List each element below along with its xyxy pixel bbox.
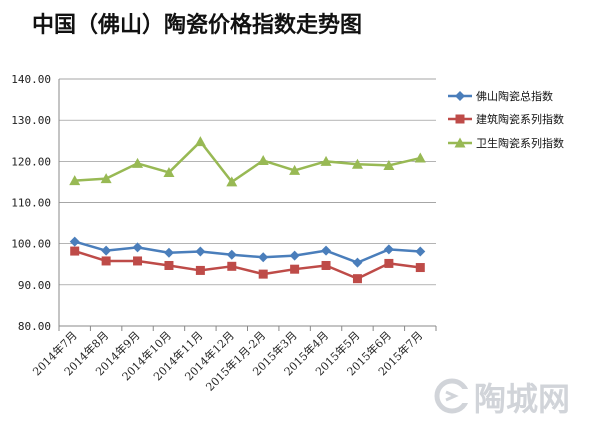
data-point xyxy=(70,246,80,256)
data-point xyxy=(194,136,206,147)
data-point xyxy=(321,245,332,256)
legend-label: 佛山陶瓷总指数 xyxy=(476,89,553,103)
data-point xyxy=(289,164,301,175)
data-point xyxy=(351,158,363,169)
data-point xyxy=(258,252,269,263)
data-point xyxy=(226,176,238,187)
data-point xyxy=(383,244,394,255)
data-point xyxy=(164,260,174,270)
series-1 xyxy=(69,236,426,268)
chart-title: 中国（佛山）陶瓷价格指数走势图 xyxy=(32,12,362,38)
data-point xyxy=(455,114,465,124)
data-point xyxy=(163,247,174,258)
x-tick-labels: 2014年7月2014年8月2014年9月2014年10月2014年11月201… xyxy=(30,328,426,394)
legend-item: 建筑陶瓷系列指数 xyxy=(448,112,564,126)
y-tick-label: 100.00 xyxy=(11,238,51,251)
series-line xyxy=(74,140,421,184)
data-point xyxy=(455,91,465,101)
axes xyxy=(58,79,437,331)
data-point xyxy=(69,236,80,247)
gridlines xyxy=(59,78,436,286)
watermark-text: 陶城网 xyxy=(474,380,570,418)
series-lines xyxy=(69,136,426,284)
y-tick-label: 120.00 xyxy=(11,155,51,168)
data-point xyxy=(195,265,205,275)
data-point xyxy=(321,260,331,270)
data-point xyxy=(352,257,363,268)
data-point xyxy=(227,261,237,271)
data-point xyxy=(383,159,395,170)
watermark: 陶城网 xyxy=(434,378,570,418)
legend-item: 卫生陶瓷系列指数 xyxy=(448,136,564,150)
y-tick-label: 90.00 xyxy=(18,279,51,292)
y-tick-label: 130.00 xyxy=(11,114,51,127)
data-point xyxy=(133,256,143,266)
data-point xyxy=(132,157,144,168)
data-point xyxy=(101,256,111,266)
series-line xyxy=(74,240,421,264)
series-3 xyxy=(69,136,426,187)
data-point xyxy=(352,274,362,284)
watermark-logo-icon xyxy=(434,378,470,414)
legend-label: 卫生陶瓷系列指数 xyxy=(476,136,564,150)
data-point xyxy=(132,242,143,253)
data-point xyxy=(258,269,268,279)
data-point xyxy=(195,246,206,257)
data-point xyxy=(415,246,426,257)
data-point xyxy=(101,245,112,256)
data-point xyxy=(415,263,425,273)
legend-item: 佛山陶瓷总指数 xyxy=(448,89,553,103)
series-line xyxy=(74,249,421,280)
data-point xyxy=(226,249,237,260)
y-tick-label: 140.00 xyxy=(11,73,51,86)
legend-label: 建筑陶瓷系列指数 xyxy=(476,112,564,126)
data-point xyxy=(100,173,112,184)
data-point xyxy=(290,264,300,274)
data-point xyxy=(289,250,300,261)
data-point xyxy=(414,152,426,163)
y-tick-label: 80.00 xyxy=(18,320,51,333)
y-tick-label: 110.00 xyxy=(11,197,51,210)
data-point xyxy=(384,258,394,268)
data-point xyxy=(454,137,466,148)
series-2 xyxy=(70,246,425,284)
y-tick-labels: 80.00 90.00 100.00 110.00 120.00 130.00 140.00 xyxy=(11,73,51,333)
data-point xyxy=(320,155,332,166)
data-point xyxy=(257,155,269,166)
data-point xyxy=(163,166,175,177)
data-point xyxy=(69,175,81,186)
